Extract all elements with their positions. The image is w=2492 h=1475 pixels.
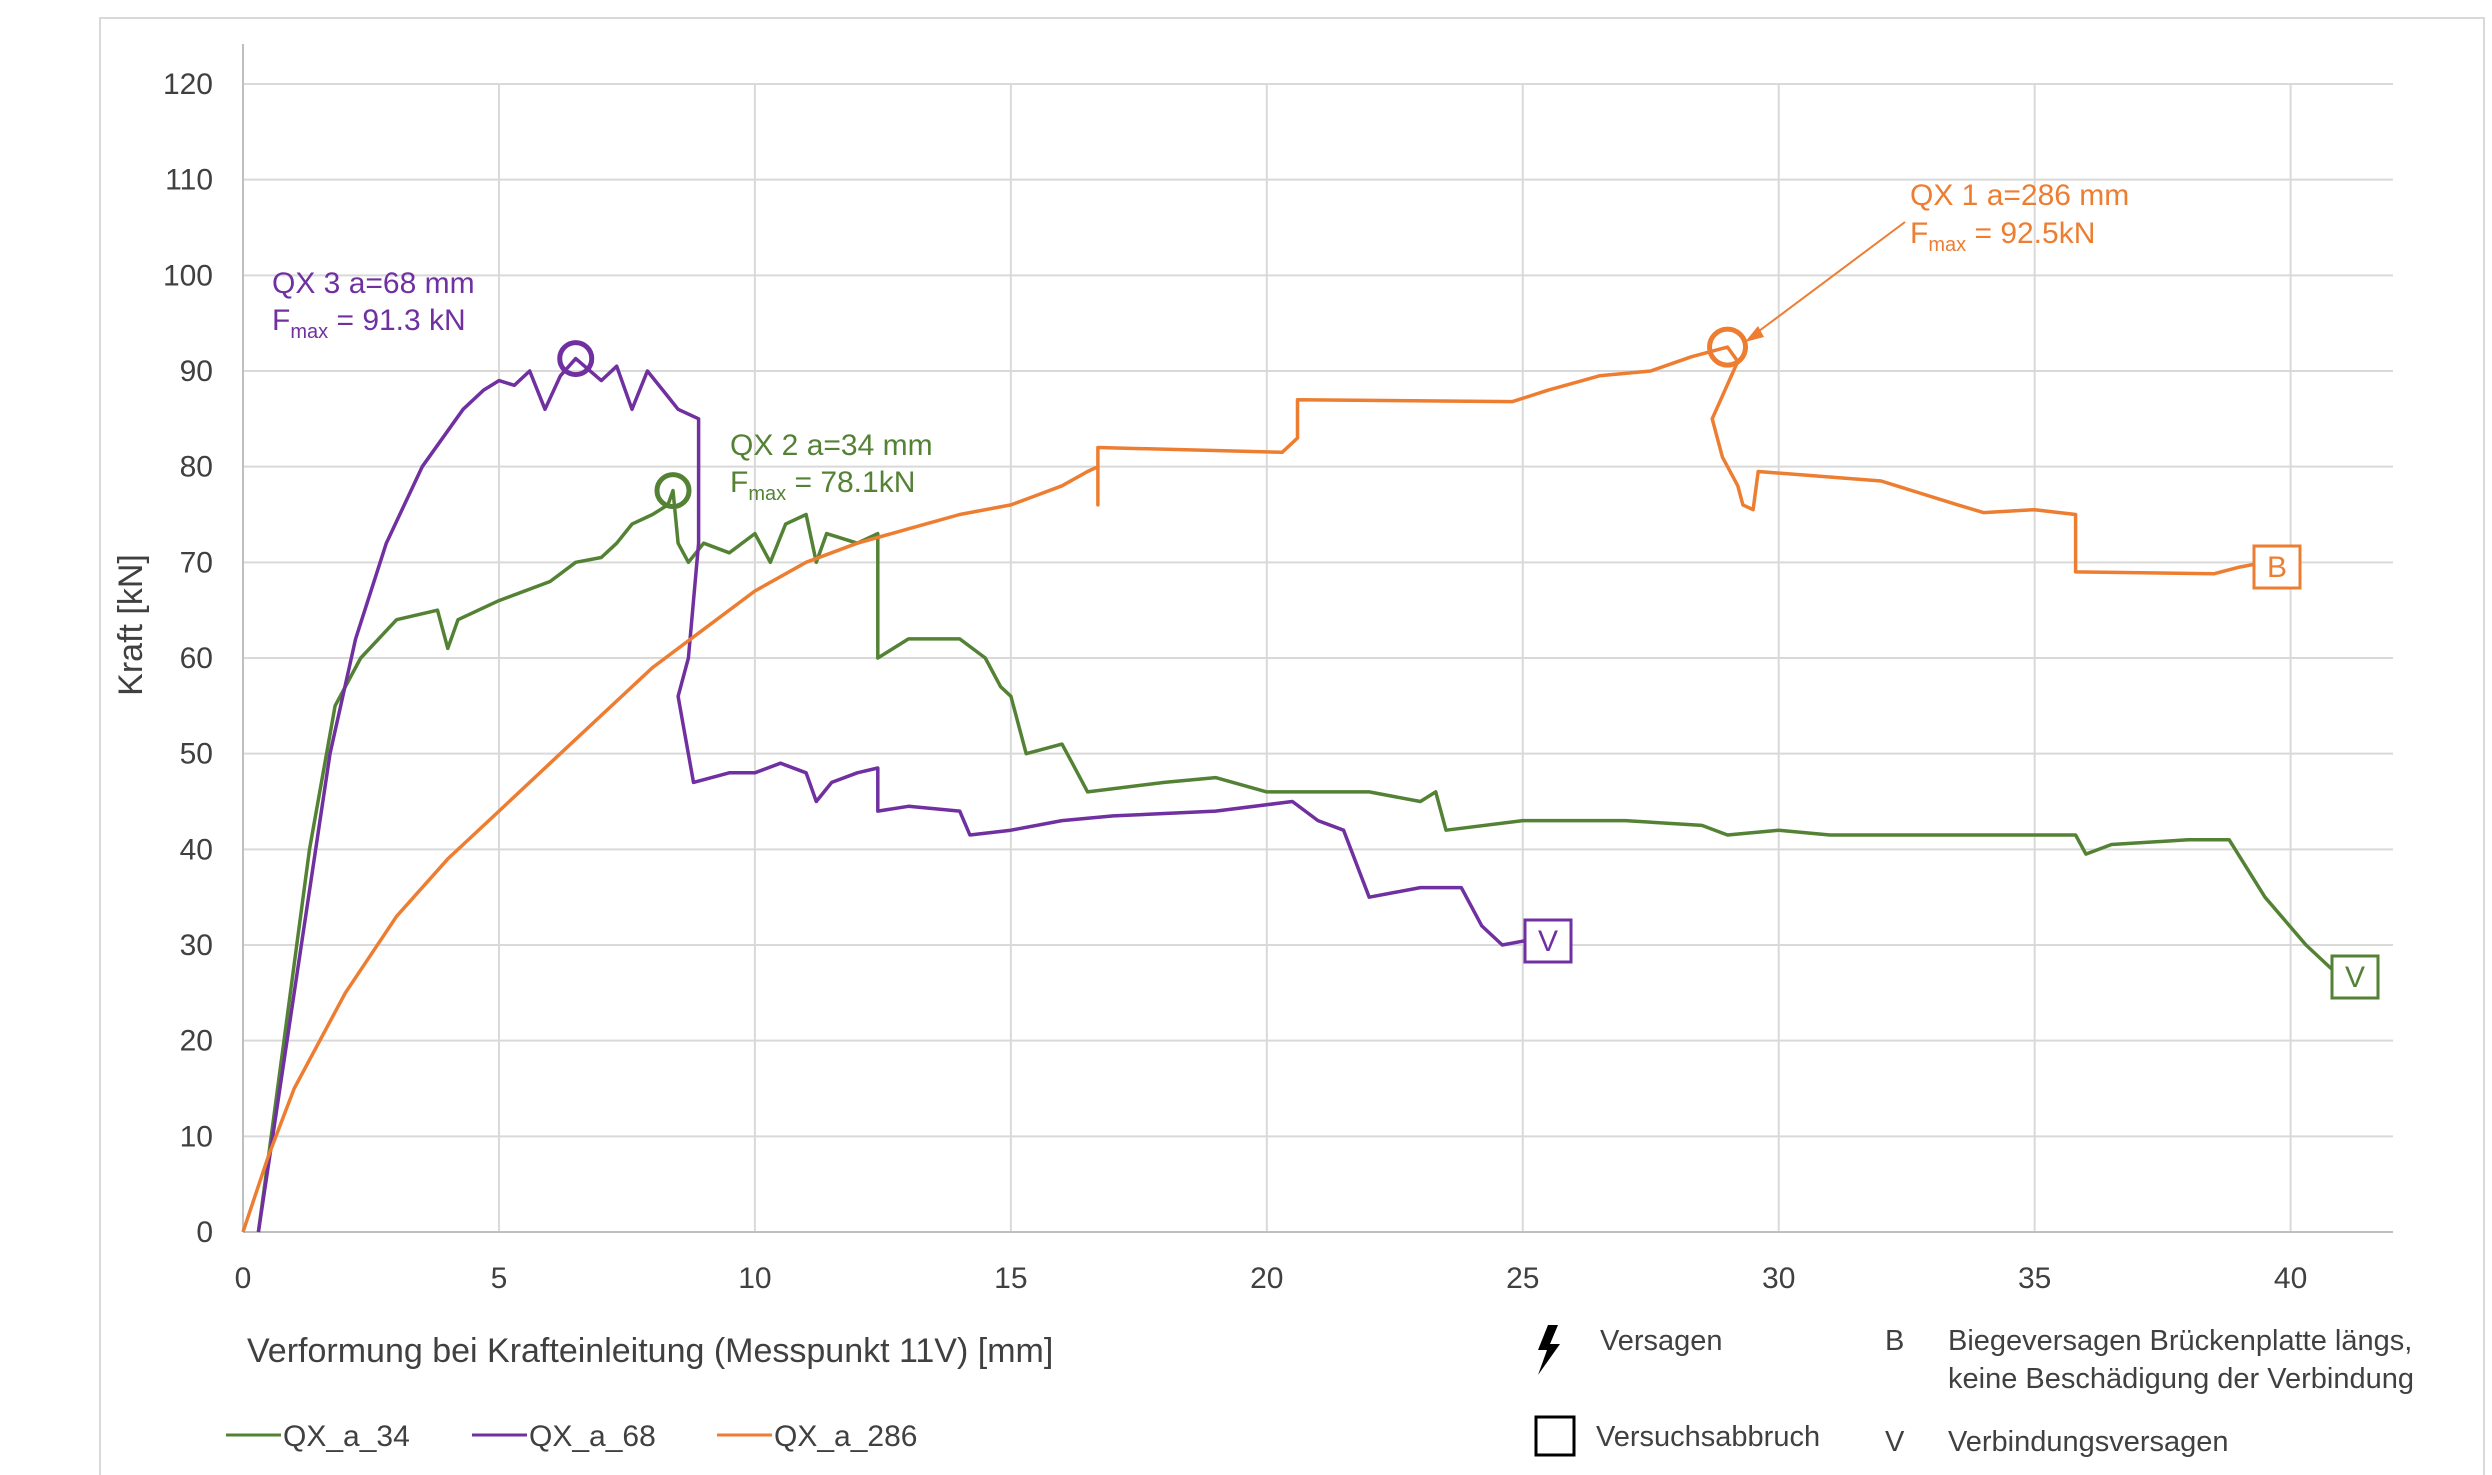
- y-tick-label: 110: [165, 164, 213, 197]
- legend-label-qx-a-286: QX_a_286: [774, 1420, 917, 1453]
- legend: QX_a_34 QX_a_68 QX_a_286: [226, 1420, 917, 1453]
- note-versuchsabbruch: Versuchsabbruch: [1534, 1415, 1820, 1457]
- series-line-qx-a-286: [241, 345, 2266, 1233]
- y-tick-label: 50: [180, 738, 213, 771]
- y-tick-label: 0: [196, 1216, 213, 1249]
- x-tick-label: 30: [1762, 1262, 1795, 1295]
- y-tick-label: 30: [180, 929, 213, 962]
- note-versagen-label: Versagen: [1600, 1325, 1723, 1357]
- annotation-qx2-title: QX 2 a=34 mm: [730, 429, 933, 462]
- y-axis-title: Kraft [kN]: [112, 554, 150, 696]
- square-icon: [1534, 1415, 1576, 1457]
- legend-label-qx-a-34: QX_a_34: [283, 1420, 410, 1453]
- note-b-line2: keine Beschädigung der Verbindung: [1948, 1363, 2414, 1395]
- note-v-key: V: [1885, 1426, 1905, 1458]
- end-marker-qx1-label: B: [2267, 551, 2287, 584]
- y-tick-label: 10: [180, 1120, 213, 1153]
- chart-frame: [99, 17, 2485, 1475]
- y-tick-label: 20: [180, 1025, 213, 1058]
- max-marker-qx1: [1707, 326, 1749, 368]
- end-marker-qx3: V: [1523, 918, 1573, 964]
- annotation-qx3-fmax: Fmax = 91.3 kN: [272, 304, 466, 343]
- y-tick-label: 80: [180, 451, 213, 484]
- legend-item-qx-a-34[interactable]: QX_a_34: [226, 1420, 410, 1453]
- annotation-qx3-title: QX 3 a=68 mm: [272, 267, 475, 300]
- end-marker-qx2-label: V: [2345, 961, 2365, 994]
- y-tick-label: 100: [163, 259, 213, 292]
- legend-label-qx-a-68: QX_a_68: [529, 1420, 656, 1453]
- annotation-qx1-arrow: [1754, 221, 1906, 335]
- note-b-line1: Biegeversagen Brückenplatte längs,: [1948, 1325, 2412, 1357]
- series-layer: [241, 345, 2343, 1233]
- end-marker-qx1: B: [2252, 544, 2302, 590]
- lightning-icon: [1538, 1325, 1560, 1375]
- note-versuchsabbruch-label: Versuchsabbruch: [1596, 1421, 1820, 1453]
- x-tick-label: 20: [1250, 1262, 1283, 1295]
- note-v: V Verbindungsversagen: [1885, 1426, 2229, 1458]
- y-tick-label: 120: [163, 68, 213, 101]
- annotation-qx1-title: QX 1 a=286 mm: [1910, 179, 2129, 212]
- x-tick-label: 0: [235, 1262, 252, 1295]
- end-marker-qx2: V: [2330, 954, 2380, 1000]
- x-axis-title: Verformung bei Krafteinleitung (Messpunk…: [247, 1332, 1053, 1370]
- x-tick-label: 35: [2018, 1262, 2051, 1295]
- max-marker-qx2: [654, 472, 692, 510]
- max-marker-qx3: [557, 340, 595, 378]
- y-tick-label: 70: [180, 546, 213, 579]
- legend-item-qx-a-68[interactable]: QX_a_68: [472, 1420, 656, 1453]
- note-b: B Biegeversagen Brückenplatte längs, kei…: [1885, 1325, 2414, 1395]
- y-tick-label: 40: [180, 833, 213, 866]
- x-tick-label: 25: [1506, 1262, 1539, 1295]
- x-tick-label: 5: [491, 1262, 508, 1295]
- note-b-key: B: [1885, 1325, 1904, 1357]
- annotation-qx1-arrowhead: [1745, 326, 1764, 342]
- x-tick-label: 15: [994, 1262, 1027, 1295]
- x-tick-label: 10: [738, 1262, 771, 1295]
- series-line-qx-a-68: [256, 356, 1529, 1233]
- annotation-qx1-fmax: Fmax = 92.5kN: [1910, 217, 2095, 256]
- legend-item-qx-a-286[interactable]: QX_a_286: [717, 1420, 917, 1453]
- note-versagen: Versagen: [1538, 1325, 1723, 1375]
- axes: 0 10 20 30 40 50 60 70 80 90 100 110 120 0 5 10 15 20 25 30…: [163, 44, 2393, 1295]
- y-tick-label: 90: [180, 355, 213, 388]
- series-line-qx-a-34: [256, 488, 2343, 1233]
- annotation-qx2-fmax: Fmax = 78.1kN: [730, 466, 915, 505]
- end-marker-qx3-label: V: [1538, 925, 1558, 958]
- x-tick-label: 40: [2274, 1262, 2307, 1295]
- y-tick-label: 60: [180, 642, 213, 675]
- note-v-text: Verbindungsversagen: [1948, 1426, 2229, 1458]
